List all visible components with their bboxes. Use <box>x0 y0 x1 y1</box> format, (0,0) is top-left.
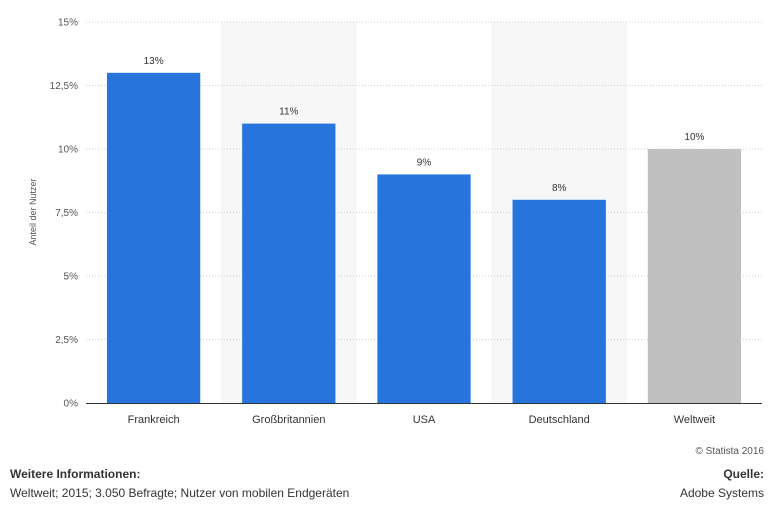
info-text: Weltweit; 2015; 3.050 Befragte; Nutzer v… <box>10 486 350 500</box>
bars <box>106 72 742 404</box>
info-block: Weitere Informationen: Weltweit; 2015; 3… <box>10 465 370 503</box>
copyright: © Statista 2016 <box>695 446 764 457</box>
data-label-0: 13% <box>144 56 164 67</box>
y-axis-ticks: 0% 2,5% 5% 7,5% 10% 12,5% 15% <box>50 18 78 410</box>
bar-0[interactable] <box>106 72 201 404</box>
category-label-3: Deutschland <box>529 414 590 426</box>
source-block: Quelle: Adobe Systems <box>680 465 764 503</box>
data-label-4: 10% <box>684 132 704 143</box>
data-label-1: 11% <box>279 107 298 118</box>
bar-chart: 0% 2,5% 5% 7,5% 10% 12,5% 15% Anteil der Nutze… <box>28 18 762 426</box>
bar-3[interactable] <box>512 199 606 403</box>
y-tick-label: 5% <box>64 272 79 283</box>
source-title: Quelle: <box>723 467 764 481</box>
category-label-4: Weltweit <box>674 414 715 426</box>
bar-2[interactable] <box>377 174 471 403</box>
category-label-1: Großbritannien <box>252 414 325 426</box>
y-tick-label: 7,5% <box>55 208 78 219</box>
y-tick-label: 15% <box>58 18 78 29</box>
category-label-2: USA <box>413 414 436 426</box>
y-tick-label: 10% <box>58 145 78 156</box>
data-label-2: 9% <box>417 157 432 168</box>
data-label-3: 8% <box>552 183 567 194</box>
y-tick-label: 12,5% <box>50 81 78 92</box>
category-labels: Frankreich Großbritannien USA Deutschland We… <box>128 414 715 426</box>
category-label-0: Frankreich <box>128 414 180 426</box>
info-title: Weitere Informationen: <box>10 467 141 481</box>
y-axis-title: Anteil der Nutzer <box>28 178 38 245</box>
y-tick-label: 2,5% <box>55 335 78 346</box>
bar-1[interactable] <box>242 123 336 403</box>
source-text: Adobe Systems <box>679 486 764 500</box>
bar-4[interactable] <box>647 149 742 403</box>
y-tick-label: 0% <box>64 399 79 410</box>
data-labels: 13% 11% 9% 8% 10% <box>144 56 705 194</box>
